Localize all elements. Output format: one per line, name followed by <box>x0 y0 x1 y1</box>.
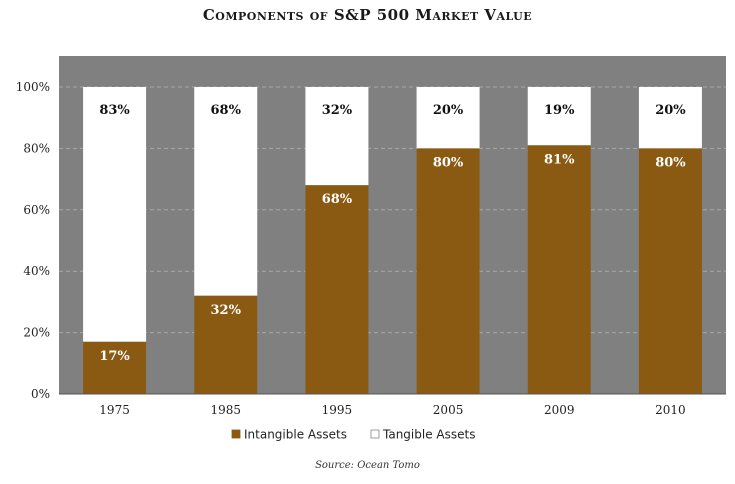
bar-tangible-1995 <box>305 87 369 186</box>
data-label-tangible: 68% <box>211 103 242 118</box>
data-label-tangible: 19% <box>544 103 575 118</box>
y-tick-label: 80% <box>23 141 50 155</box>
x-tick-label: 1985 <box>210 403 241 417</box>
x-tick-label: 1995 <box>322 403 353 417</box>
bar-intangible-1985 <box>194 295 258 394</box>
bar-intangible-2009 <box>527 145 591 394</box>
bar-intangible-1995 <box>305 185 369 394</box>
axes: 0% 20% 40% 60% 80% 100% 1975 1985 1995 2005 2009 20… <box>16 80 726 417</box>
x-tick-label: 2010 <box>655 403 686 417</box>
data-label-intangible: 17% <box>99 349 130 364</box>
data-label-intangible: 32% <box>211 303 242 318</box>
x-tick-label: 1975 <box>99 403 130 417</box>
legend-swatch <box>370 429 380 439</box>
x-tick-label: 2005 <box>433 403 464 417</box>
data-label-tangible: 32% <box>322 103 353 118</box>
legend-label: Intangible Assets <box>244 428 347 442</box>
y-tick-label: 100% <box>16 80 50 94</box>
bars: 83% 17% 68% 32% 32% 68% 20% 80% 19% 81% 20% 80% <box>83 87 702 394</box>
y-tick-label: 0% <box>31 387 50 401</box>
y-tick-label: 60% <box>23 203 50 217</box>
bar-intangible-2005 <box>416 148 480 394</box>
legend-label: Tangible Assets <box>382 428 475 442</box>
legend-swatch <box>231 429 241 439</box>
data-label-tangible: 20% <box>655 103 686 118</box>
y-tick-label: 40% <box>23 264 50 278</box>
plot-area-background <box>59 56 726 394</box>
bar-tangible-2005 <box>416 87 480 149</box>
data-label-tangible: 20% <box>433 103 464 118</box>
legend: Intangible Assets Tangible Assets <box>231 428 475 442</box>
bar-tangible-2009 <box>527 87 591 146</box>
bar-intangible-1975 <box>83 341 147 394</box>
bar-intangible-2010 <box>638 148 702 394</box>
data-label-intangible: 80% <box>655 155 686 170</box>
data-label-intangible: 80% <box>433 155 464 170</box>
bar-tangible-2010 <box>638 87 702 149</box>
y-tick-label: 20% <box>23 326 50 340</box>
bar-tangible-1985 <box>194 87 258 296</box>
bar-tangible-1975 <box>83 87 147 342</box>
chart-title: Components of S&P 500 Market Value <box>202 6 533 24</box>
data-label-tangible: 83% <box>99 103 130 118</box>
data-label-intangible: 81% <box>544 152 575 167</box>
data-label-intangible: 68% <box>322 192 353 207</box>
x-tick-label: 2009 <box>544 403 575 417</box>
source-note: Source: Ocean Tomo <box>315 460 420 471</box>
